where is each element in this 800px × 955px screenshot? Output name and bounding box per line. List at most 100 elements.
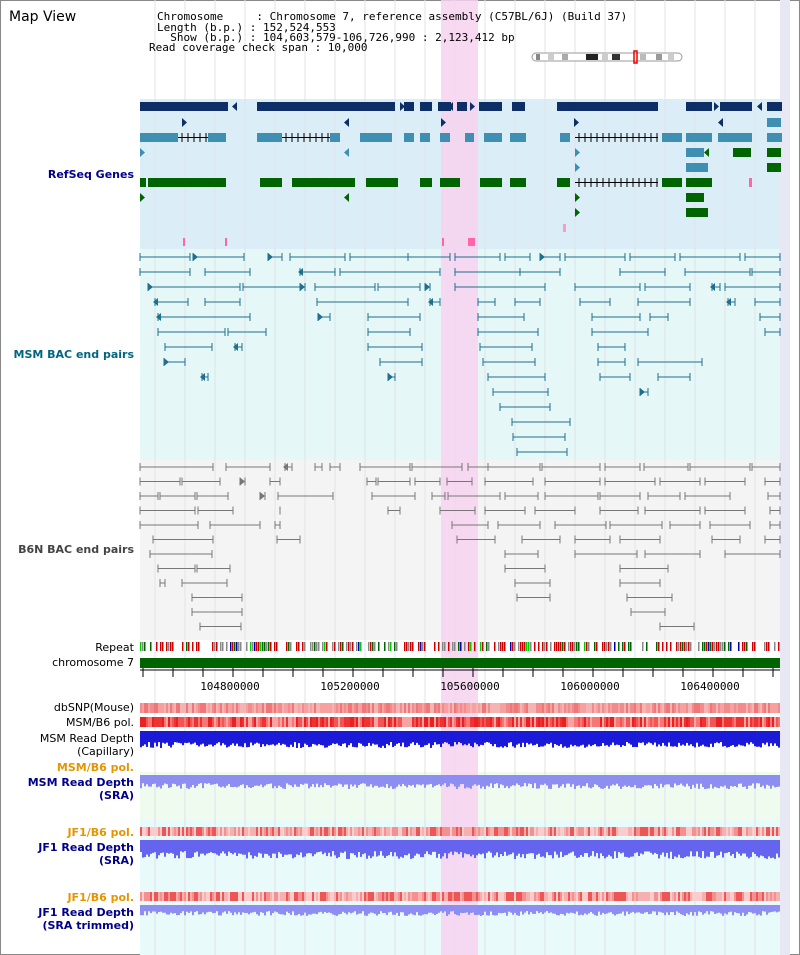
jf1-depth-sra-bar bbox=[392, 840, 394, 857]
label-refseq-genes[interactable]: RefSeq Genes bbox=[47, 168, 134, 181]
jf1-depth-trim-bar bbox=[216, 905, 218, 912]
jf1-pol-heat bbox=[716, 892, 718, 901]
jf1-pol-heat bbox=[430, 892, 432, 901]
jf1-pol-heat bbox=[666, 892, 668, 901]
repeat-mark bbox=[500, 642, 502, 651]
strand-arrow bbox=[182, 118, 187, 127]
msm-pol-heat bbox=[680, 717, 682, 727]
dbsnp-heat bbox=[284, 703, 286, 713]
msm-pol-heat bbox=[720, 717, 722, 727]
jf1-pol-heat bbox=[642, 892, 644, 901]
jf1-pol-heat bbox=[478, 827, 480, 836]
dbsnp-heat bbox=[158, 703, 160, 713]
msm-pol-heat bbox=[646, 717, 648, 727]
repeat-mark bbox=[562, 642, 564, 651]
jf1-pol-heat bbox=[758, 827, 760, 836]
msm-depth-sra-bar bbox=[172, 775, 174, 784]
msm-depth-sra-bar bbox=[370, 775, 372, 785]
jf1-depth-sra-bar bbox=[586, 840, 588, 854]
jf1-depth-trim-bar bbox=[752, 905, 754, 914]
jf1-pol-heat bbox=[334, 892, 336, 901]
dbsnp-heat bbox=[754, 703, 756, 713]
jf1-pol-heat bbox=[192, 827, 194, 836]
dbsnp-heat bbox=[354, 703, 356, 713]
jf1-depth-trim-bar bbox=[538, 905, 540, 914]
jf1-pol-heat bbox=[754, 892, 756, 901]
jf1-pol-heat bbox=[632, 892, 634, 901]
msm-depth-sra-bar bbox=[562, 775, 564, 785]
repeat-mark bbox=[404, 642, 406, 651]
jf1-depth-trim-bar bbox=[600, 905, 602, 915]
jf1-depth-sra-bar bbox=[484, 840, 486, 859]
jf1-depth-sra-bar bbox=[634, 840, 636, 854]
msm-depth-capillary-bar bbox=[522, 731, 524, 743]
jf1-depth-trim-bar bbox=[310, 905, 312, 915]
jf1-pol-heat bbox=[594, 827, 596, 836]
msm-depth-sra-bar bbox=[640, 775, 642, 789]
jf1-pol-heat bbox=[728, 827, 730, 836]
msm-depth-sra-bar bbox=[660, 775, 662, 784]
label-b6n-bac[interactable]: B6N BAC end pairs bbox=[18, 543, 134, 556]
jf1-pol-heat bbox=[368, 827, 370, 836]
msm-depth-capillary-bar bbox=[644, 731, 646, 746]
jf1-pol-heat bbox=[198, 892, 200, 901]
msm-depth-capillary-bar bbox=[608, 731, 610, 747]
jf1-pol-heat bbox=[562, 892, 564, 901]
msm-depth-capillary-bar bbox=[718, 731, 720, 744]
jf1-pol-heat bbox=[442, 827, 444, 836]
strand-arrow bbox=[232, 102, 237, 111]
dbsnp-heat bbox=[568, 703, 570, 713]
jf1-pol-heat bbox=[206, 892, 208, 901]
jf1-pol-heat bbox=[574, 827, 576, 836]
msm-depth-capillary-bar bbox=[740, 731, 742, 746]
jf1-depth-sra-bar bbox=[730, 840, 732, 856]
jf1-depth-sra-bar bbox=[402, 840, 404, 858]
msm-depth-sra-bar bbox=[492, 775, 494, 788]
jf1-pol-heat bbox=[310, 892, 312, 901]
jf1-depth-sra-bar bbox=[312, 840, 314, 857]
jf1-pol-heat bbox=[650, 892, 652, 901]
msm-depth-sra-bar bbox=[762, 775, 764, 786]
msm-depth-sra-bar bbox=[690, 775, 692, 789]
dbsnp-heat bbox=[454, 703, 456, 713]
jf1-pol-heat bbox=[696, 892, 698, 901]
jf1-pol-heat bbox=[656, 827, 658, 836]
refseq-gene-block bbox=[718, 133, 752, 142]
jf1-pol-heat bbox=[690, 827, 692, 836]
repeat-mark bbox=[230, 642, 232, 651]
msm-depth-sra-bar bbox=[636, 775, 638, 789]
msm-depth-sra-bar bbox=[596, 775, 598, 785]
jf1-depth-sra-bar bbox=[618, 840, 620, 853]
msm-pol-heat bbox=[622, 717, 624, 727]
msm-depth-capillary-bar bbox=[694, 731, 696, 748]
dbsnp-heat bbox=[626, 703, 628, 713]
msm-depth-sra-bar bbox=[412, 775, 414, 785]
jf1-depth-trim-bar bbox=[406, 905, 408, 916]
jf1-depth-sra-bar bbox=[594, 840, 596, 857]
repeat-mark bbox=[608, 642, 610, 651]
msm-depth-capillary-bar bbox=[670, 731, 672, 747]
repeat-mark bbox=[356, 642, 358, 651]
label-msm-bac[interactable]: MSM BAC end pairs bbox=[13, 348, 134, 361]
jf1-pol-heat bbox=[626, 827, 628, 836]
jf1-depth-trim-bar bbox=[680, 905, 682, 915]
msm-depth-capillary-bar bbox=[244, 731, 246, 744]
jf1-pol-heat bbox=[586, 827, 588, 836]
msm-pol-heat bbox=[228, 717, 230, 727]
jf1-depth-trim-bar bbox=[602, 905, 604, 913]
dbsnp-heat bbox=[182, 703, 184, 713]
jf1-pol-heat bbox=[672, 827, 674, 836]
repeat-mark bbox=[698, 642, 700, 651]
dbsnp-heat bbox=[692, 703, 694, 713]
msm-depth-capillary-bar bbox=[328, 731, 330, 746]
jf1-depth-sra-bar bbox=[378, 840, 380, 856]
msm-pol-heat bbox=[604, 717, 606, 727]
msm-depth-capillary-bar bbox=[762, 731, 764, 744]
refseq-gene-block bbox=[257, 133, 282, 142]
msm-depth-sra-bar bbox=[224, 775, 226, 788]
jf1-depth-trim-bar bbox=[736, 905, 738, 914]
msm-depth-sra-bar bbox=[778, 775, 780, 787]
msm-depth-capillary-bar bbox=[160, 731, 162, 748]
jf1-depth-sra-bar bbox=[590, 840, 592, 856]
